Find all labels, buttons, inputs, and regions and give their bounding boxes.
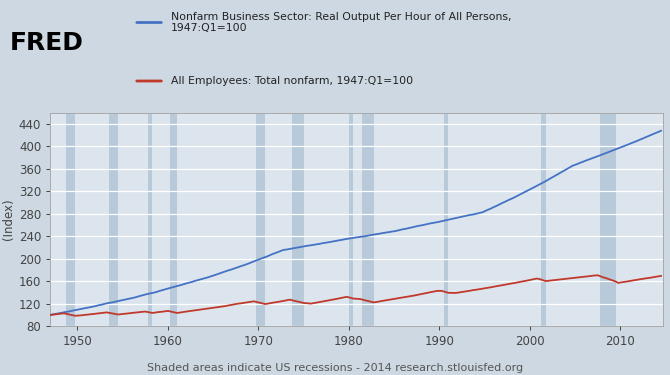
Bar bbox=[444, 112, 448, 326]
Bar bbox=[256, 112, 265, 326]
Y-axis label: (Index): (Index) bbox=[2, 199, 15, 240]
Bar bbox=[109, 112, 118, 326]
Bar bbox=[292, 112, 304, 326]
Bar bbox=[147, 112, 152, 326]
Bar bbox=[66, 112, 75, 326]
Bar bbox=[349, 112, 353, 326]
Text: All Employees: Total nonfarm, 1947:Q1=100: All Employees: Total nonfarm, 1947:Q1=10… bbox=[171, 76, 413, 86]
Text: FRED: FRED bbox=[10, 32, 84, 56]
Bar bbox=[541, 112, 545, 326]
Bar bbox=[170, 112, 177, 326]
Bar bbox=[362, 112, 374, 326]
Bar bbox=[600, 112, 616, 326]
Text: Nonfarm Business Sector: Real Output Per Hour of All Persons,
1947:Q1=100: Nonfarm Business Sector: Real Output Per… bbox=[171, 12, 511, 33]
Text: Shaded areas indicate US recessions - 2014 research.stlouisfed.org: Shaded areas indicate US recessions - 20… bbox=[147, 363, 523, 373]
